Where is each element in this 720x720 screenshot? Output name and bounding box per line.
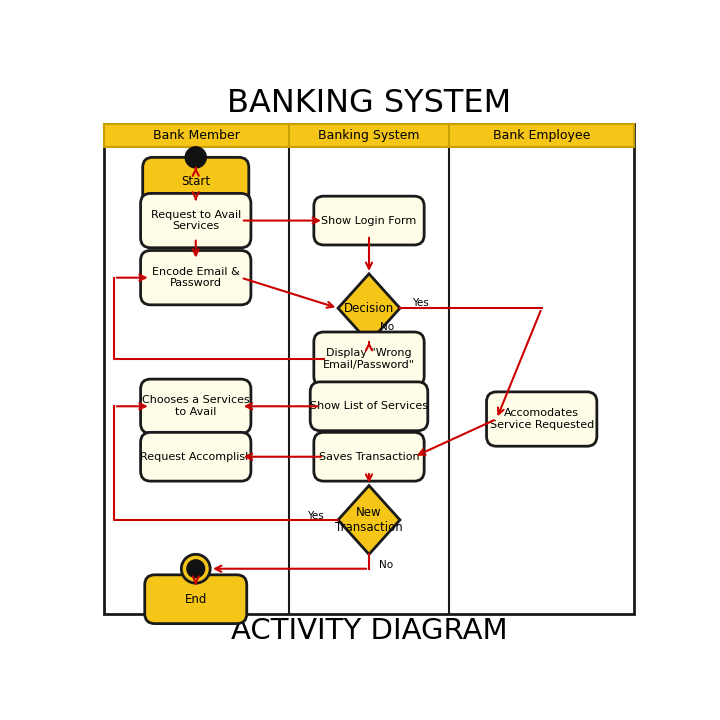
FancyBboxPatch shape (449, 124, 634, 147)
Text: Bank Member: Bank Member (153, 129, 240, 142)
FancyBboxPatch shape (145, 575, 247, 624)
FancyBboxPatch shape (289, 124, 449, 147)
Circle shape (185, 147, 207, 168)
Text: Show Login Form: Show Login Form (321, 215, 417, 225)
Text: Banking System: Banking System (318, 129, 420, 142)
Circle shape (187, 560, 204, 577)
FancyBboxPatch shape (140, 432, 251, 481)
Polygon shape (338, 274, 400, 343)
Text: Accomodates
Service Requested: Accomodates Service Requested (490, 408, 594, 430)
Text: Show List of Services: Show List of Services (310, 401, 428, 411)
FancyBboxPatch shape (310, 382, 428, 431)
Text: No: No (379, 560, 393, 570)
FancyBboxPatch shape (314, 196, 424, 245)
FancyBboxPatch shape (104, 124, 634, 614)
Text: Saves Transaction: Saves Transaction (319, 451, 419, 462)
Text: Bank Employee: Bank Employee (493, 129, 590, 142)
Polygon shape (338, 485, 400, 554)
Circle shape (181, 554, 210, 583)
Text: Display "Wrong
Email/Password": Display "Wrong Email/Password" (323, 348, 415, 370)
FancyBboxPatch shape (314, 432, 424, 481)
Text: ACTIVITY DIAGRAM: ACTIVITY DIAGRAM (230, 617, 508, 645)
Text: New
Transaction: New Transaction (335, 506, 403, 534)
Text: Chooses a Services
to Avail: Chooses a Services to Avail (142, 395, 250, 417)
FancyBboxPatch shape (104, 124, 289, 147)
FancyBboxPatch shape (314, 332, 424, 387)
Text: BANKING SYSTEM: BANKING SYSTEM (227, 88, 511, 119)
FancyBboxPatch shape (140, 379, 251, 433)
Text: Start: Start (181, 175, 210, 188)
Text: Yes: Yes (412, 297, 429, 307)
Text: Decision: Decision (344, 302, 394, 315)
FancyBboxPatch shape (140, 194, 251, 248)
FancyBboxPatch shape (143, 158, 249, 206)
FancyBboxPatch shape (140, 251, 251, 305)
Text: No: No (380, 322, 395, 332)
FancyBboxPatch shape (487, 392, 597, 446)
Text: Request Accomplish: Request Accomplish (140, 451, 252, 462)
Text: Request to Avail
Services: Request to Avail Services (150, 210, 241, 231)
Text: End: End (184, 593, 207, 606)
Text: Yes: Yes (307, 510, 324, 521)
Text: Encode Email &
Password: Encode Email & Password (152, 267, 240, 289)
